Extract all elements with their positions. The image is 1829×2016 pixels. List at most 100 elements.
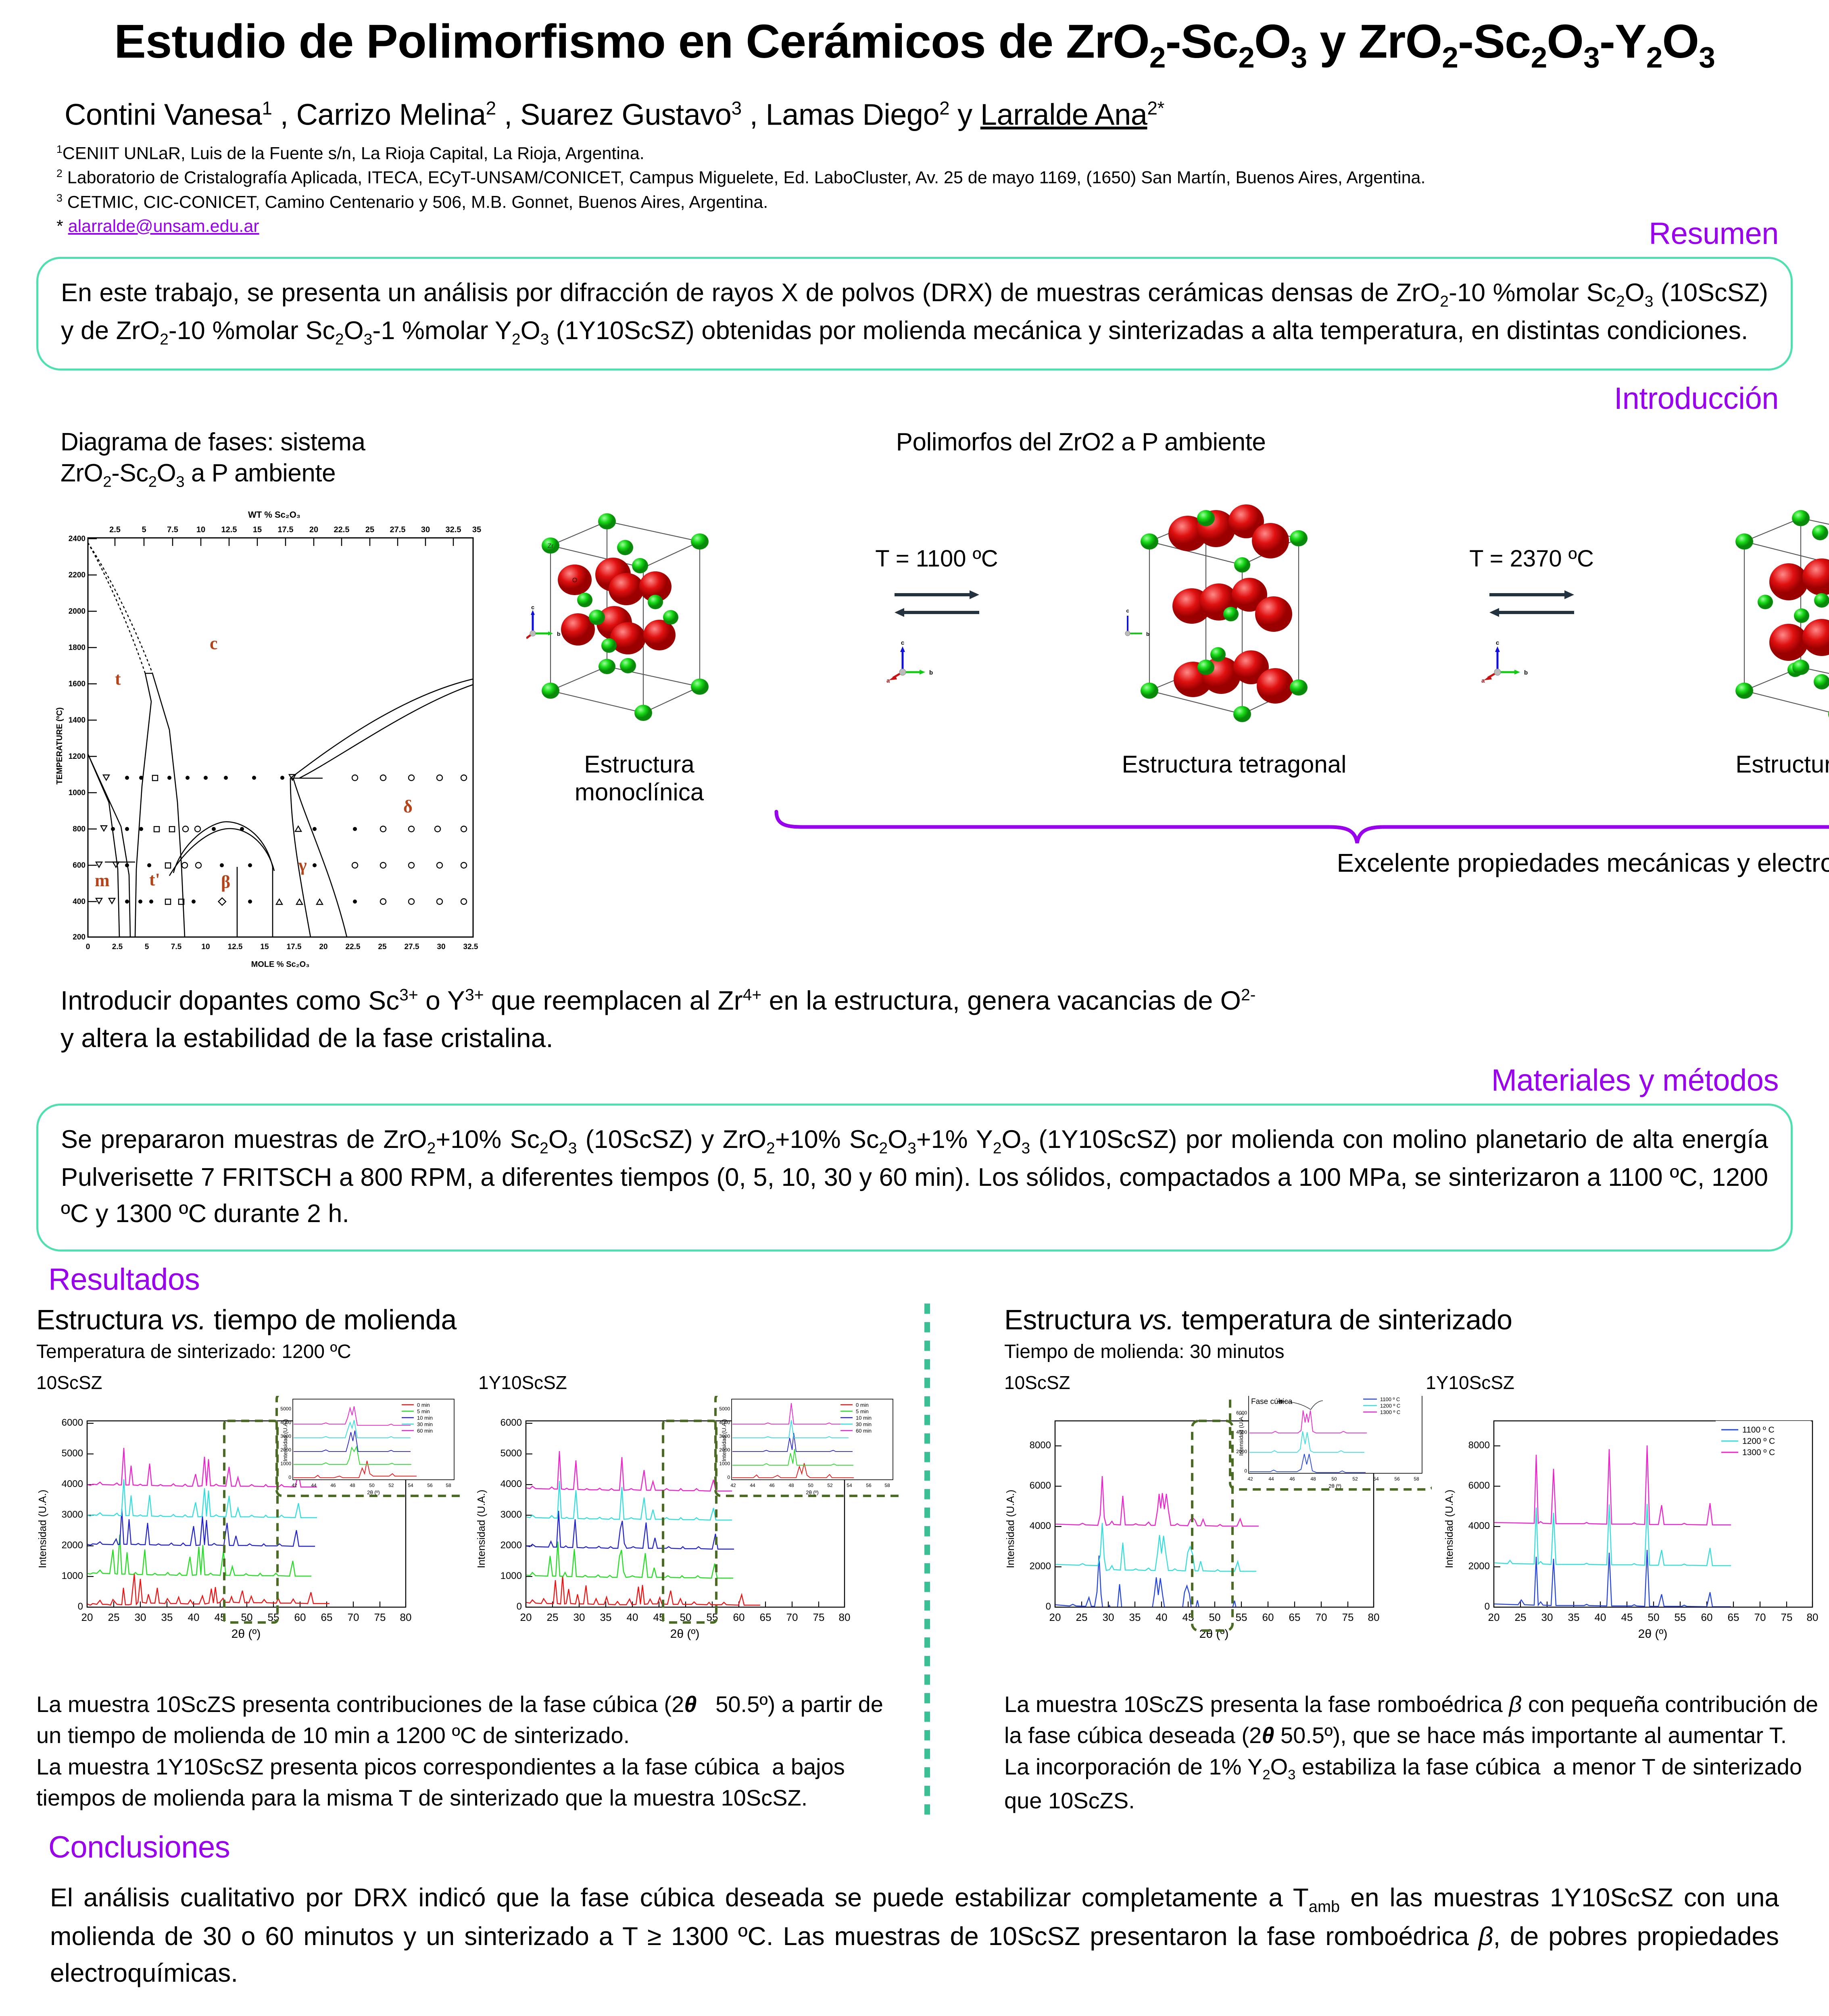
svg-text:0: 0 bbox=[1244, 1468, 1247, 1474]
svg-text:10: 10 bbox=[201, 943, 210, 951]
svg-text:MOLE % Sc₂O₃: MOLE % Sc₂O₃ bbox=[251, 960, 310, 969]
phase-label-c: c bbox=[210, 633, 218, 653]
svg-text:2000: 2000 bbox=[280, 1447, 291, 1453]
label-monoclinic: Estructura monoclínica bbox=[574, 751, 704, 806]
svg-text:65: 65 bbox=[1728, 1611, 1739, 1623]
resumen-box: En este trabajo, se presenta un análisis… bbox=[36, 256, 1793, 371]
svg-text:52: 52 bbox=[1352, 1476, 1358, 1482]
svg-text:0: 0 bbox=[727, 1475, 730, 1480]
crystal-structure-cubic bbox=[1716, 481, 1829, 747]
svg-text:0: 0 bbox=[288, 1475, 291, 1480]
svg-text:8000: 8000 bbox=[1030, 1440, 1051, 1451]
svg-text:1300 º C: 1300 º C bbox=[1380, 1409, 1400, 1415]
svg-text:30 min: 30 min bbox=[856, 1421, 872, 1427]
svg-text:4000: 4000 bbox=[501, 1479, 522, 1489]
svg-text:56: 56 bbox=[1394, 1476, 1400, 1482]
column-divider bbox=[924, 1304, 930, 1816]
results-left-title: Estructura vs. tiempo de molienda bbox=[36, 1304, 457, 1336]
polymorphs-caption: Polimorfos del ZrO2 a P ambiente bbox=[896, 428, 1266, 456]
affiliation-1: 1CENIIT UNLaR, Luis de la Fuente s/n, La… bbox=[56, 143, 644, 163]
crystal-structure-tetragonal: c b bbox=[1121, 481, 1347, 747]
svg-text:70: 70 bbox=[786, 1611, 798, 1623]
svg-text:Intensidad (U.A.): Intensidad (U.A.) bbox=[475, 1490, 487, 1568]
svg-text:80: 80 bbox=[1368, 1611, 1380, 1623]
phase-diagram-panel: Diagrama de fases: sistema ZrO2-Sc2O3 a … bbox=[36, 427, 526, 970]
svg-text:55: 55 bbox=[1675, 1611, 1686, 1623]
atom-label-o: O bbox=[572, 577, 577, 584]
svg-text:5000: 5000 bbox=[280, 1406, 291, 1412]
svg-text:35: 35 bbox=[161, 1611, 173, 1623]
svg-text:32.5: 32.5 bbox=[463, 943, 478, 951]
svg-text:2000: 2000 bbox=[1030, 1561, 1051, 1572]
svg-text:40: 40 bbox=[627, 1611, 638, 1623]
transition-1-label: T = 1100 ºC bbox=[875, 545, 998, 572]
svg-text:5000: 5000 bbox=[719, 1406, 730, 1412]
svg-text:42: 42 bbox=[292, 1483, 297, 1488]
svg-text:65: 65 bbox=[760, 1611, 772, 1623]
svg-text:55: 55 bbox=[1236, 1611, 1247, 1623]
svg-text:2400: 2400 bbox=[69, 535, 86, 543]
svg-text:70: 70 bbox=[1316, 1611, 1327, 1623]
svg-text:20: 20 bbox=[520, 1611, 532, 1623]
equilibrium-arrows-icon-2 bbox=[1489, 590, 1574, 617]
svg-text:Intensidad (U.A.): Intensidad (U.A.) bbox=[36, 1490, 48, 1568]
svg-text:15: 15 bbox=[260, 943, 269, 951]
resultados-content: Estructura vs. tiempo de molienda Temper… bbox=[36, 1304, 1829, 1816]
curly-brace-icon bbox=[774, 810, 1829, 844]
svg-text:75: 75 bbox=[374, 1611, 386, 1623]
svg-text:2θ (º): 2θ (º) bbox=[1199, 1627, 1229, 1641]
results-right-subtitle: Tiempo de molienda: 30 minutos bbox=[1004, 1341, 1285, 1363]
svg-text:50: 50 bbox=[1648, 1611, 1660, 1623]
svg-text:6000: 6000 bbox=[1030, 1480, 1051, 1491]
svg-text:46: 46 bbox=[769, 1483, 775, 1488]
axes-widget-tetragonal: c b bbox=[1125, 608, 1149, 637]
svg-text:27.5: 27.5 bbox=[405, 943, 419, 951]
svg-text:30: 30 bbox=[135, 1611, 146, 1623]
svg-text:5000: 5000 bbox=[62, 1448, 83, 1459]
svg-text:25: 25 bbox=[547, 1611, 559, 1623]
svg-text:6000: 6000 bbox=[62, 1417, 83, 1428]
svg-text:6000: 6000 bbox=[501, 1417, 522, 1428]
svg-text:58: 58 bbox=[446, 1483, 451, 1488]
svg-text:44: 44 bbox=[750, 1483, 755, 1488]
legend-10min: 10 min bbox=[417, 1415, 433, 1421]
brace-row bbox=[526, 808, 1829, 846]
svg-text:c: c bbox=[1495, 639, 1499, 646]
affiliation-2: 2 Laboratorio de Cristalografía Aplicada… bbox=[56, 167, 1426, 187]
legend-5min: 5 min bbox=[417, 1408, 430, 1414]
transition-2-label: T = 2370 ºC bbox=[1469, 545, 1594, 572]
svg-text:12.5: 12.5 bbox=[228, 943, 243, 951]
svg-text:70: 70 bbox=[348, 1611, 359, 1623]
svg-text:c: c bbox=[531, 604, 534, 610]
svg-text:44: 44 bbox=[311, 1483, 317, 1488]
svg-text:Intensidad (U.A.): Intensidad (U.A.) bbox=[282, 1419, 288, 1462]
svg-text:48: 48 bbox=[788, 1483, 794, 1488]
svg-text:a: a bbox=[886, 677, 890, 683]
svg-text:4000: 4000 bbox=[719, 1420, 730, 1425]
svg-text:2000: 2000 bbox=[1236, 1449, 1247, 1454]
page-title: Estudio de Polimorfismo en Cerámicos de … bbox=[114, 15, 1715, 74]
svg-text:54: 54 bbox=[408, 1483, 413, 1488]
results-right-sample-labels: 10ScSZ 1Y10ScSZ bbox=[1004, 1372, 1819, 1393]
svg-text:5000: 5000 bbox=[501, 1448, 522, 1459]
svg-text:6000: 6000 bbox=[1468, 1480, 1490, 1491]
legend-30min: 30 min bbox=[417, 1421, 433, 1427]
svg-text:15: 15 bbox=[253, 525, 262, 534]
svg-text:4000: 4000 bbox=[1030, 1520, 1051, 1531]
svg-text:3000: 3000 bbox=[719, 1433, 730, 1439]
svg-text:17.5: 17.5 bbox=[278, 525, 294, 534]
label-tetragonal: Estructura tetragonal bbox=[1122, 751, 1347, 778]
svg-text:4000: 4000 bbox=[1468, 1520, 1490, 1531]
svg-text:50: 50 bbox=[369, 1483, 375, 1488]
svg-text:45: 45 bbox=[1621, 1611, 1633, 1623]
phase-label-gamma: γ bbox=[298, 855, 307, 875]
svg-text:1100 º C: 1100 º C bbox=[1380, 1396, 1400, 1402]
legend-0min: 0 min bbox=[417, 1402, 430, 1408]
svg-text:40: 40 bbox=[1595, 1611, 1606, 1623]
email-link[interactable]: alarralde@unsam.edu.ar bbox=[68, 216, 259, 236]
author-list: Contini Vanesa1 , Carrizo Melina2 , Suar… bbox=[65, 98, 1164, 132]
results-column-milling: Estructura vs. tiempo de molienda Temper… bbox=[36, 1304, 903, 1816]
